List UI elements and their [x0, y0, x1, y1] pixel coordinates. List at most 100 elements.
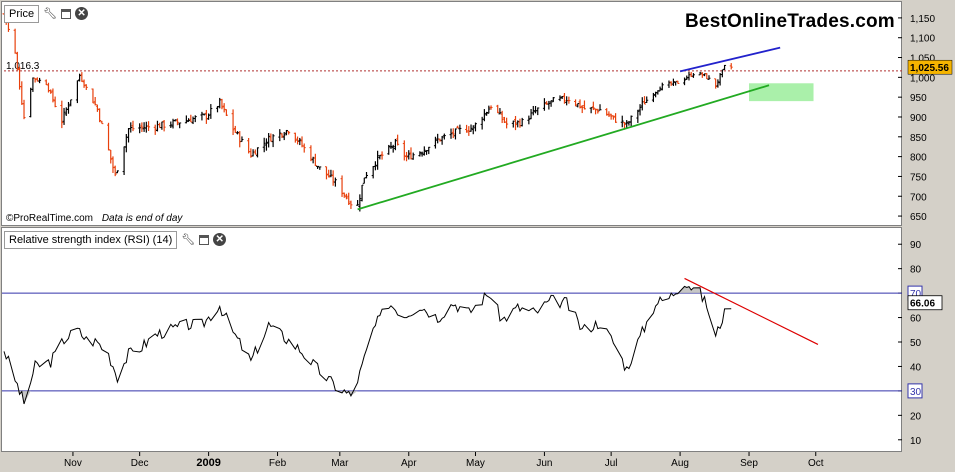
ohlc-bar — [594, 108, 598, 115]
rsi-overbought-fill — [4, 286, 732, 294]
ohlc-bar — [638, 104, 642, 116]
price-panel-header: Price 🔧︎ ✕ — [4, 4, 89, 23]
ohlc-bar — [456, 125, 460, 129]
ohlc-bar — [658, 86, 662, 92]
ohlc-bar — [236, 131, 240, 135]
ohlc-bar — [189, 114, 193, 123]
price-tick-label: 1,150 — [910, 14, 935, 25]
ohlc-bar — [342, 192, 346, 198]
ohlc-bar — [356, 200, 360, 206]
x-tick-label: Jul — [605, 458, 618, 469]
reference-label: 1,016.3 — [6, 61, 40, 72]
ohlc-bar — [13, 28, 17, 54]
ohlc-bar — [33, 77, 37, 83]
ohlc-bar — [582, 100, 586, 110]
ohlc-bar — [376, 150, 380, 170]
ohlc-bar — [614, 113, 618, 123]
x-tick-label: Aug — [671, 458, 689, 469]
ohlc-bar — [53, 96, 57, 108]
ohlc-bar — [251, 149, 255, 157]
ohlc-bar — [645, 96, 649, 104]
ohlc-bar — [609, 113, 613, 120]
ohlc-bar — [15, 51, 19, 71]
close-icon[interactable]: ✕ — [213, 233, 227, 246]
ohlc-bar — [80, 72, 84, 82]
ohlc-bar — [222, 103, 226, 113]
ohlc-bar — [173, 119, 177, 122]
credit-text: ©ProRealTime.com — [6, 213, 94, 224]
ohlc-bar — [124, 134, 128, 153]
ohlc-bar — [629, 115, 633, 127]
ohlc-bar — [469, 124, 473, 132]
ohlc-bar — [31, 77, 35, 92]
close-icon[interactable]: ✕ — [75, 7, 89, 20]
ohlc-bar — [465, 124, 469, 133]
ohlc-bar — [418, 151, 422, 157]
ohlc-bar — [516, 120, 520, 128]
ohlc-bar — [598, 104, 602, 111]
ohlc-bar — [542, 98, 546, 111]
ohlc-bar — [596, 108, 600, 114]
ohlc-bar — [162, 120, 166, 132]
x-tick-label: Apr — [401, 458, 417, 469]
ohlc-bar — [69, 99, 73, 107]
ohlc-bar — [720, 69, 724, 78]
ohlc-bar — [536, 107, 540, 116]
ohlc-bar — [224, 109, 228, 117]
ohlc-bar — [240, 136, 244, 142]
ohlc-bar — [78, 73, 82, 82]
ohlc-bar — [405, 151, 409, 162]
ohlc-bar — [169, 121, 173, 128]
ohlc-bar — [496, 104, 500, 114]
ohlc-bar — [674, 81, 678, 86]
ohlc-bar — [107, 122, 111, 151]
ohlc-bar — [316, 165, 320, 169]
ohlc-bar — [700, 72, 704, 78]
ohlc-bar — [422, 146, 426, 156]
ohlc-bar — [327, 169, 331, 178]
ohlc-bar — [362, 177, 366, 184]
rsi-panel: Relative strength index (RSI) (14) 🔧︎ ✕ — [1, 227, 902, 452]
wrench-icon[interactable]: 🔧︎ — [43, 8, 58, 20]
x-tick-label: Oct — [808, 458, 824, 469]
ohlc-bar — [591, 101, 595, 111]
ohlc-bar — [651, 92, 655, 103]
watermark: BestOnlineTrades.com — [685, 11, 895, 32]
ohlc-bar — [155, 120, 159, 132]
rsi-last-label: 66.06 — [910, 299, 935, 310]
ohlc-bar — [407, 150, 411, 160]
ohlc-bar — [127, 127, 131, 143]
price-tick-label: 1,100 — [910, 34, 935, 45]
ohlc-bar — [371, 166, 375, 179]
ohlc-bar — [551, 97, 555, 103]
window-icon[interactable] — [61, 8, 72, 19]
ohlc-bar — [402, 140, 406, 161]
price-panel-title: Price — [4, 4, 40, 23]
ohlc-bar — [60, 100, 64, 129]
ohlc-bar — [482, 109, 486, 122]
ohlc-bar — [625, 120, 629, 128]
ohlc-bar — [547, 100, 551, 110]
ohlc-bar — [580, 105, 584, 114]
ohlc-bar — [660, 82, 664, 91]
ohlc-bar — [204, 109, 208, 124]
ohlc-bar — [220, 98, 224, 110]
ohlc-bar — [562, 93, 566, 104]
ohlc-bar — [396, 134, 400, 146]
window-icon[interactable] — [199, 234, 210, 245]
rsi-last-badge — [907, 295, 943, 311]
ohlc-bar — [518, 118, 522, 128]
rsi-tick-label: 40 — [910, 362, 922, 373]
wrench-icon[interactable]: 🔧︎ — [181, 234, 196, 246]
ohlc-bar — [380, 151, 384, 160]
ohlc-bar — [349, 200, 353, 209]
ohlc-bar — [378, 154, 382, 160]
ohlc-bar — [427, 146, 431, 155]
rsi-tick-label: 90 — [910, 240, 922, 251]
ohlc-bar — [269, 133, 273, 142]
price-tick-label: 1,050 — [910, 54, 935, 65]
ohlc-bar — [716, 79, 720, 88]
ohlc-bar — [282, 132, 286, 141]
ohlc-bar — [296, 136, 300, 145]
ohlc-bar — [329, 169, 333, 178]
